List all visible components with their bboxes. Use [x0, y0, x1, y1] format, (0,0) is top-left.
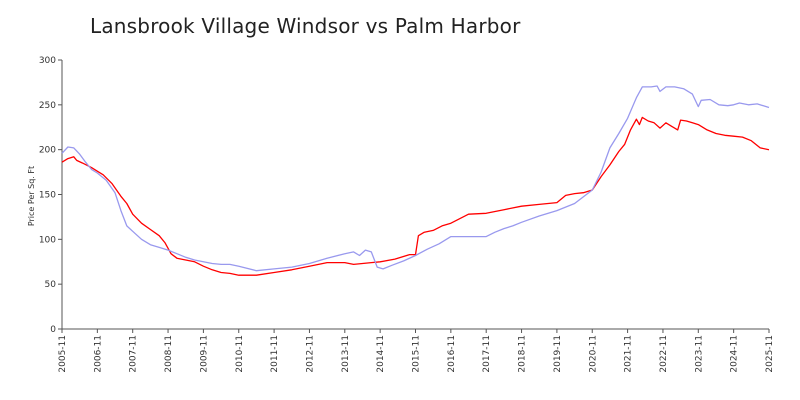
x-tick-label: 2006-11 — [93, 335, 103, 373]
x-tick-label: 2021-11 — [624, 335, 634, 373]
y-tick-label: 100 — [39, 235, 56, 245]
x-tick-label: 2017-11 — [482, 335, 492, 373]
x-tick-label: 2009-11 — [199, 335, 209, 373]
chart-title: Lansbrook Village Windsor vs Palm Harbor — [90, 14, 521, 38]
y-tick-label: 0 — [50, 325, 56, 335]
x-tick-label: 2023-11 — [694, 335, 704, 373]
y-tick-label: 200 — [39, 146, 56, 156]
x-tick-label: 2025-11 — [765, 335, 775, 373]
x-tick-label: 2022-11 — [659, 335, 669, 373]
x-tick-label: 2010-11 — [235, 335, 245, 373]
x-tick-label: 2024-11 — [730, 335, 740, 373]
x-tick-label: 2005-11 — [58, 335, 68, 373]
series-line-1 — [61, 116, 770, 276]
y-tick-label: 50 — [45, 280, 57, 290]
x-tick-label: 2014-11 — [376, 335, 386, 373]
x-tick-label: 2012-11 — [305, 335, 315, 373]
series-line-2 — [61, 85, 770, 272]
x-tick-label: 2015-11 — [412, 335, 422, 373]
x-tick-label: 2007-11 — [129, 335, 139, 373]
x-tick-label: 2011-11 — [270, 335, 280, 373]
x-tick-label: 2019-11 — [553, 335, 563, 373]
y-tick-label: 150 — [39, 191, 56, 201]
y-tick-label: 300 — [39, 56, 56, 66]
x-tick-label: 2013-11 — [341, 335, 351, 373]
y-axis-label: Price Per Sq. Ft — [27, 166, 36, 226]
x-tick-label: 2020-11 — [588, 335, 598, 373]
y-tick-label: 250 — [39, 101, 56, 111]
x-tick-label: 2008-11 — [164, 335, 174, 373]
x-tick-label: 2016-11 — [447, 335, 457, 373]
x-tick-label: 2018-11 — [518, 335, 528, 373]
